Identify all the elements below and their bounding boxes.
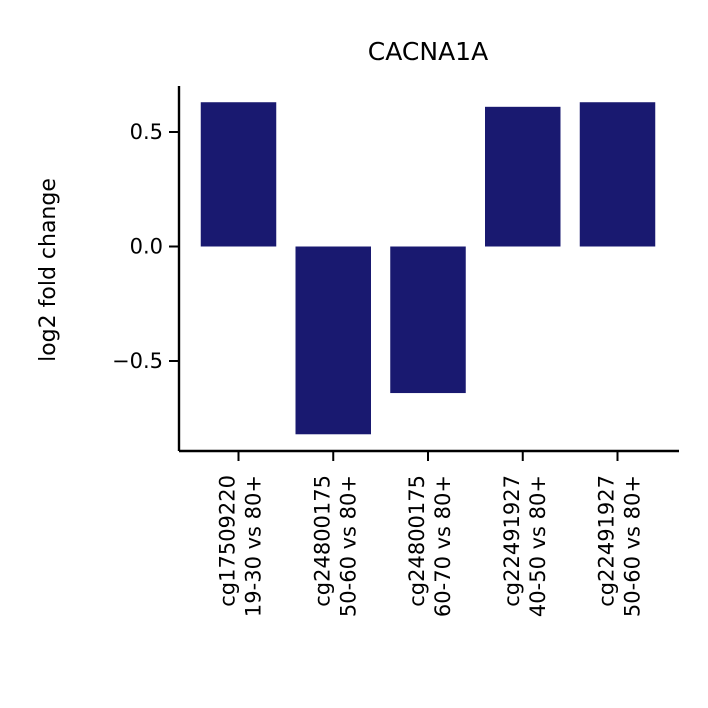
x-tick-label: cg1750922019-30 vs 80+ — [216, 475, 266, 617]
y-tick-label: −0.5 — [112, 349, 163, 373]
bar-2 — [295, 246, 371, 435]
x-tick-label: cg2480017560-70 vs 80+ — [405, 475, 455, 617]
x-tick-label: cg2480017550-60 vs 80+ — [310, 475, 360, 617]
bar-4 — [485, 106, 561, 247]
bars-group — [200, 102, 656, 435]
y-tick-label: 0.5 — [130, 120, 163, 144]
y-tick-label: 0.0 — [130, 235, 163, 259]
bar-3 — [390, 246, 466, 394]
x-tick-label: cg2249192740-50 vs 80+ — [500, 475, 550, 617]
chart-title: CACNA1A — [368, 37, 488, 66]
x-ticks-group: cg1750922019-30 vs 80+ cg2480017550-60 vs… — [216, 451, 645, 617]
bar-1 — [200, 102, 277, 247]
bar-5 — [579, 102, 656, 247]
y-ticks-group: 0.5 0.0 −0.5 — [112, 120, 179, 373]
x-tick-label: cg2249192750-60 vs 80+ — [595, 475, 645, 617]
y-axis-label: log2 fold change — [36, 178, 61, 362]
